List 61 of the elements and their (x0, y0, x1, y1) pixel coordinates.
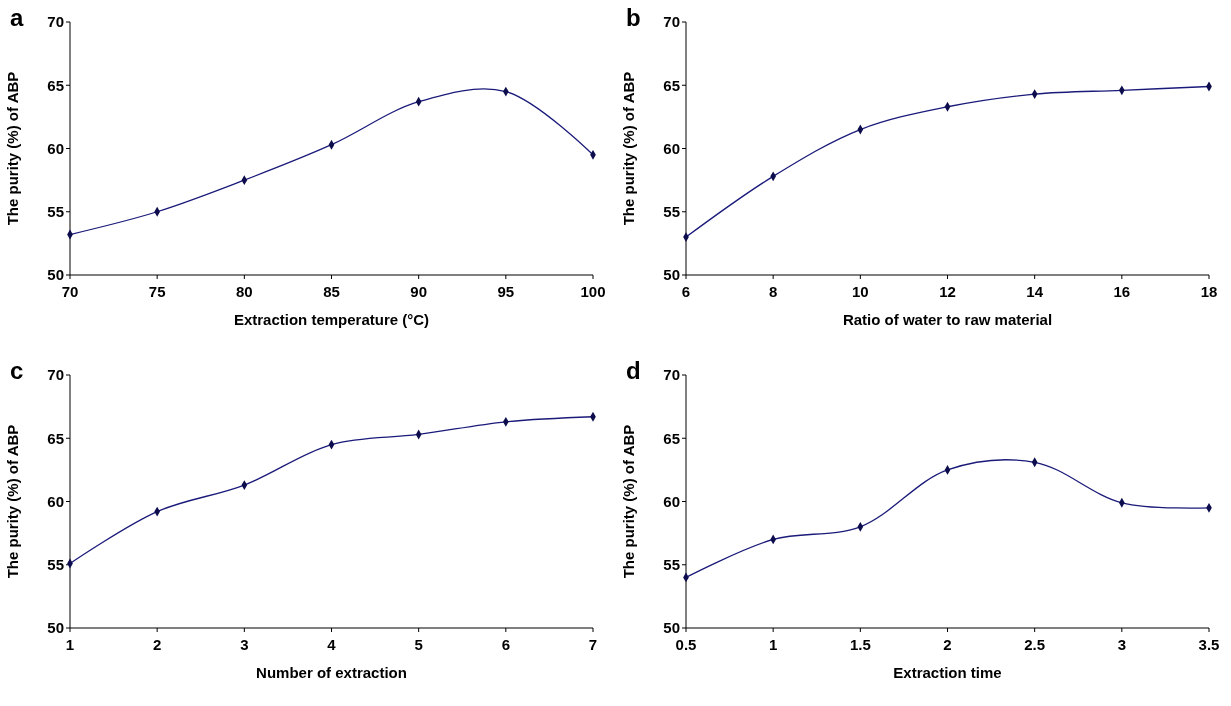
x-axis-title: Extraction time (893, 664, 1002, 681)
y-tick-label: 65 (663, 76, 680, 94)
x-tick-label: 3.5 (1198, 636, 1220, 653)
x-tick-label: 16 (1113, 283, 1131, 300)
x-tick-label: 1 (768, 636, 778, 653)
y-tick-label: 55 (47, 556, 64, 573)
y-tick-label: 50 (663, 266, 680, 284)
x-tick-label: 3 (1117, 636, 1127, 653)
x-tick-label: 7 (588, 636, 598, 653)
x-axis-title: Number of extraction (256, 664, 407, 681)
x-tick-label: 6 (501, 636, 511, 653)
y-tick-label: 65 (47, 76, 64, 94)
y-axis-title: The purity (%) of ABP (4, 424, 21, 579)
x-tick-label: 100 (580, 283, 606, 300)
x-tick-label: 80 (235, 283, 253, 300)
x-tick-label: 75 (148, 283, 166, 300)
y-tick-label: 50 (47, 266, 64, 284)
y-axis-title: The purity (%) of ABP (620, 71, 637, 226)
y-tick-label: 60 (47, 492, 64, 510)
x-tick-label: 0.5 (675, 636, 697, 653)
x-tick-label: 8 (768, 283, 778, 300)
x-tick-label: 4 (327, 636, 337, 653)
y-tick-label: 70 (47, 13, 64, 31)
x-tick-label: 1 (65, 636, 75, 653)
chart-title: c (10, 357, 24, 384)
chart-title: b (626, 4, 641, 31)
y-tick-label: 70 (663, 13, 680, 31)
x-tick-label: 18 (1200, 283, 1218, 300)
y-axis-title: The purity (%) of ABP (620, 424, 637, 579)
y-tick-label: 60 (47, 139, 64, 157)
y-tick-label: 65 (663, 429, 680, 447)
y-tick-label: 60 (663, 492, 680, 510)
y-tick-label: 70 (663, 366, 680, 384)
chart-title: a (10, 4, 24, 31)
x-tick-label: 70 (61, 283, 79, 300)
y-tick-label: 60 (663, 139, 680, 157)
x-tick-label: 3 (240, 636, 249, 653)
x-tick-label: 95 (497, 283, 515, 300)
point (241, 480, 248, 490)
x-axis-title: Extraction temperature (°C) (233, 311, 430, 328)
x-tick-label: 2.5 (1024, 636, 1046, 653)
x-tick-label: 10 (851, 283, 869, 300)
y-tick-label: 50 (47, 619, 64, 637)
x-tick-label: 5 (414, 636, 423, 653)
y-axis-title: The purity (%) of ABP (4, 71, 21, 226)
x-tick-label: 6 (681, 283, 691, 300)
x-tick-label: 90 (410, 283, 428, 300)
x-tick-label: 2 (943, 636, 952, 653)
y-tick-label: 50 (663, 619, 680, 637)
y-tick-label: 55 (663, 556, 680, 573)
x-tick-label: 12 (939, 283, 956, 300)
x-tick-label: 14 (1026, 283, 1044, 300)
y-tick-label: 55 (663, 203, 680, 220)
y-tick-label: 55 (47, 203, 64, 220)
y-tick-label: 65 (47, 429, 64, 447)
x-tick-label: 1.5 (849, 636, 871, 653)
x-tick-label: 85 (323, 283, 340, 300)
y-tick-label: 70 (47, 366, 64, 384)
chart-title: d (626, 357, 641, 384)
x-axis-title: Ratio of water to raw material (842, 311, 1053, 328)
x-tick-label: 2 (152, 636, 162, 653)
